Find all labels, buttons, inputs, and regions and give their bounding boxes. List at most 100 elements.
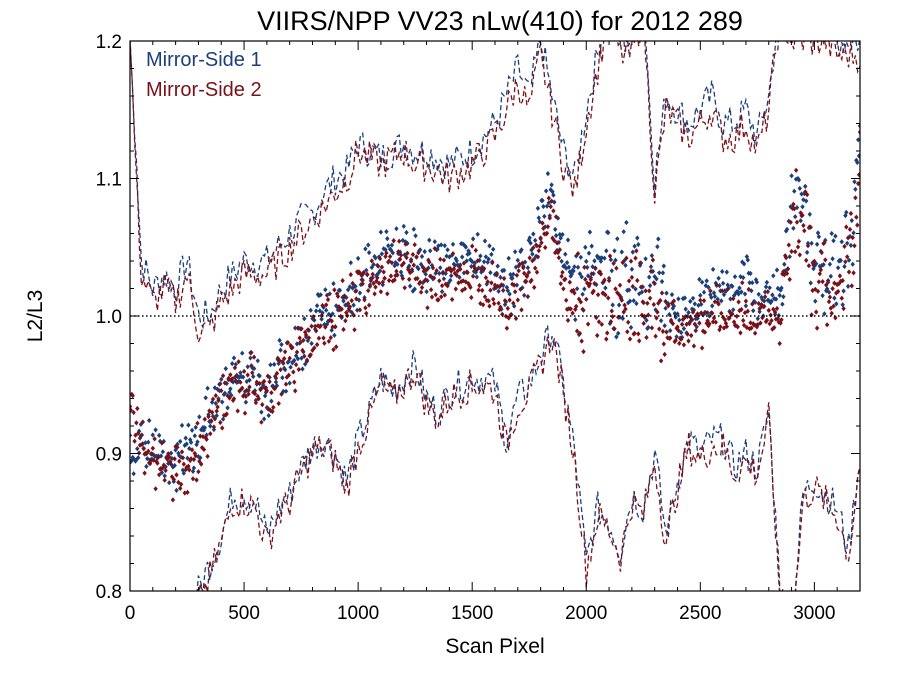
data-point (403, 241, 408, 247)
data-point (424, 267, 429, 273)
data-point (535, 254, 541, 260)
data-point (335, 293, 341, 299)
data-point (232, 374, 238, 380)
data-point (209, 418, 214, 424)
data-point (189, 447, 195, 453)
data-point (736, 291, 741, 297)
data-point (855, 222, 860, 228)
data-point (553, 233, 559, 239)
data-point (804, 257, 809, 263)
data-point (392, 277, 397, 283)
data-point (637, 338, 642, 344)
data-point (163, 464, 168, 470)
data-point (281, 360, 286, 366)
data-point (756, 300, 761, 307)
data-point (157, 432, 162, 438)
data-point (583, 276, 588, 282)
data-point (768, 312, 773, 318)
data-point (584, 296, 589, 302)
data-point (588, 276, 593, 283)
data-point (247, 384, 252, 390)
data-point (259, 409, 264, 415)
data-point (533, 237, 538, 243)
data-point (140, 419, 145, 425)
data-point (457, 264, 462, 270)
data-point (327, 317, 332, 323)
data-point (146, 439, 151, 445)
data-point (639, 312, 645, 318)
data-point (331, 281, 336, 287)
series-layer (130, 41, 860, 591)
data-point (643, 288, 648, 294)
data-point (319, 316, 324, 322)
data-point (657, 270, 662, 276)
data-point (196, 454, 201, 460)
data-point (168, 450, 174, 456)
data-point (557, 231, 562, 238)
data-point (419, 253, 425, 260)
data-point (820, 293, 825, 299)
data-point (785, 266, 791, 272)
data-point (330, 311, 335, 317)
data-point (830, 286, 835, 292)
data-point (719, 310, 724, 316)
y-tick-label: 1.1 (96, 170, 122, 191)
data-point (575, 251, 581, 257)
data-point (374, 273, 379, 279)
data-point (676, 327, 681, 334)
data-point (770, 326, 775, 332)
data-point (810, 260, 815, 266)
data-point (564, 297, 569, 303)
data-point (574, 253, 579, 259)
data-point (505, 305, 510, 311)
data-point (605, 330, 610, 336)
data-point (470, 236, 476, 242)
data-point (556, 255, 562, 261)
data-point (306, 335, 312, 341)
data-point (350, 280, 355, 286)
data-point (840, 278, 845, 284)
data-point (856, 137, 860, 143)
data-point (406, 267, 411, 273)
data-point (825, 278, 831, 284)
data-point (412, 286, 417, 292)
data-point (707, 321, 712, 327)
data-point (501, 287, 506, 293)
data-point (683, 313, 688, 320)
data-point (708, 288, 713, 294)
data-point (647, 274, 652, 280)
data-point (826, 289, 832, 295)
data-point (767, 321, 772, 327)
data-point (719, 298, 724, 304)
data-point (362, 297, 367, 303)
data-point (842, 243, 847, 249)
data-point (770, 292, 775, 298)
data-point (622, 302, 627, 308)
data-point (389, 242, 395, 248)
data-point (325, 318, 331, 324)
data-point (850, 261, 855, 267)
data-point (837, 273, 843, 279)
data-point (629, 274, 635, 280)
data-point (133, 432, 138, 438)
data-point (510, 281, 515, 287)
data-point (793, 214, 798, 220)
data-point (819, 263, 824, 269)
data-point (713, 319, 718, 325)
data-point (610, 302, 615, 308)
data-point (138, 421, 144, 427)
upper-envelope-line (130, 41, 860, 330)
data-point (793, 167, 799, 173)
data-point (513, 315, 519, 322)
data-point (626, 278, 632, 284)
data-point (332, 287, 337, 293)
data-point (161, 462, 166, 468)
data-point (182, 490, 187, 496)
data-point (215, 386, 220, 392)
data-point (603, 292, 608, 298)
data-point (592, 258, 597, 264)
data-point (192, 433, 197, 439)
data-point (434, 268, 439, 274)
data-point (428, 273, 433, 279)
data-point (356, 269, 362, 275)
